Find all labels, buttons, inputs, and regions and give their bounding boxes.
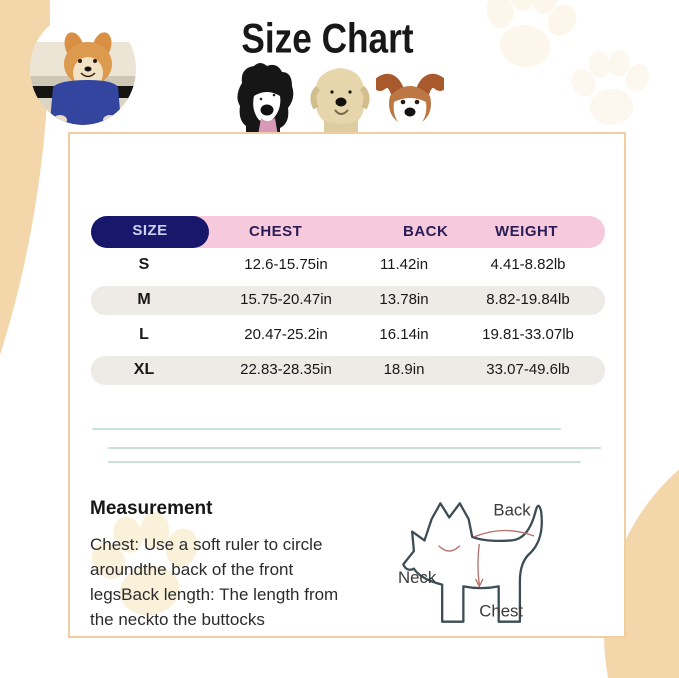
svg-text:Chest: Chest (479, 601, 523, 620)
svg-text:Neck: Neck (398, 568, 437, 587)
svg-text:Back: Back (493, 501, 531, 520)
